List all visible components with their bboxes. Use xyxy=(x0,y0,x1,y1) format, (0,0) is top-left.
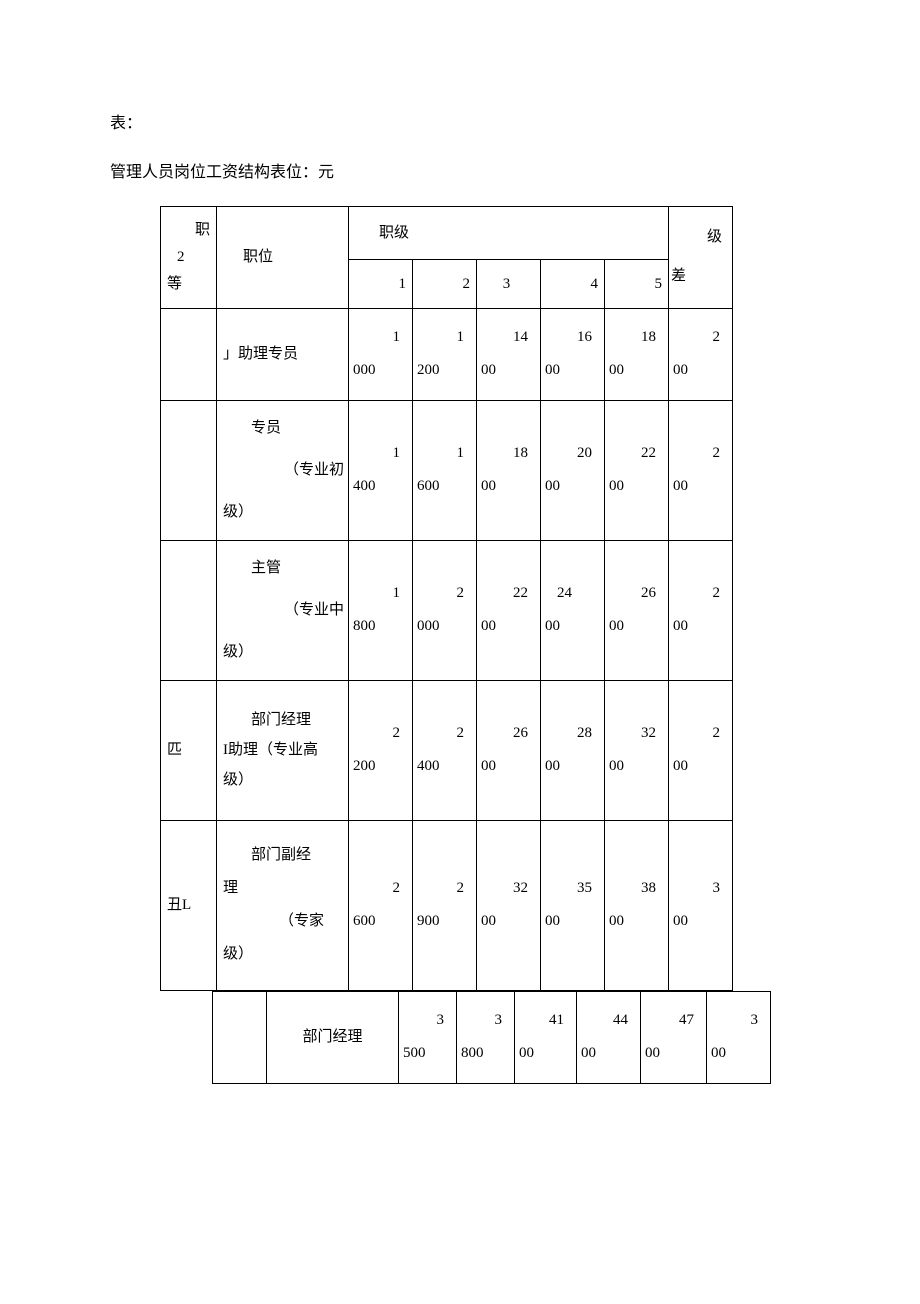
cell-value: 1400 xyxy=(349,400,413,540)
cell-diff: 200 xyxy=(669,680,733,820)
subtitle: 管理人员岗位工资结构表位：元 xyxy=(110,159,860,188)
cell-value: 2600 xyxy=(349,820,413,990)
header-sub-5: 5 xyxy=(605,259,669,308)
cell-diff: 300 xyxy=(707,991,771,1083)
table-row: 主管 （专业中 级） 1800 2000 2200 2400 2600 200 xyxy=(161,540,733,680)
cell-grade xyxy=(213,991,267,1083)
cell-value: 1800 xyxy=(605,308,669,400)
cell-value: 3500 xyxy=(399,991,457,1083)
cell-diff: 300 xyxy=(669,820,733,990)
header-grade-p1: 职 xyxy=(167,217,214,244)
cell-value: 1600 xyxy=(541,308,605,400)
cell-value: 2800 xyxy=(541,680,605,820)
table-row: 部门经理 3500 3800 4100 4400 4700 300 xyxy=(213,991,771,1083)
cell-value: 2600 xyxy=(477,680,541,820)
cell-value: 3200 xyxy=(477,820,541,990)
table-row: 」助理专员 1000 1200 1400 1600 1800 200 xyxy=(161,308,733,400)
header-sub-2: 2 xyxy=(413,259,477,308)
cell-value: 1200 xyxy=(413,308,477,400)
table-header-row: 职 2 等 职位 职级 级 差 xyxy=(161,206,733,259)
table-row: 丑L 部门副经 理 （专家 级） 2600 2900 3200 3500 380… xyxy=(161,820,733,990)
header-grade: 职 2 等 xyxy=(161,206,217,308)
cell-grade xyxy=(161,540,217,680)
cell-value: 3200 xyxy=(605,680,669,820)
cell-value: 2600 xyxy=(605,540,669,680)
header-rank-group: 职级 xyxy=(349,206,669,259)
cell-value: 1800 xyxy=(477,400,541,540)
cell-value: 3800 xyxy=(605,820,669,990)
header-grade-num: 2 xyxy=(167,244,214,271)
salary-structure-table-2: 部门经理 3500 3800 4100 4400 4700 300 xyxy=(212,991,771,1084)
cell-value: 3500 xyxy=(541,820,605,990)
cell-position: 专员 （专业初 级） xyxy=(217,400,349,540)
salary-structure-table: 职 2 等 职位 职级 级 差 1 2 3 4 5 」助理专员 1000 120 xyxy=(160,206,733,991)
cell-value: 2200 xyxy=(477,540,541,680)
cell-value: 4100 xyxy=(515,991,577,1083)
header-sub-4: 4 xyxy=(541,259,605,308)
intro-label: 表： xyxy=(110,110,860,139)
cell-value: 2000 xyxy=(541,400,605,540)
cell-value: 2200 xyxy=(349,680,413,820)
cell-diff: 200 xyxy=(669,308,733,400)
cell-diff: 200 xyxy=(669,540,733,680)
cell-position: 部门经理 xyxy=(267,991,399,1083)
header-position: 职位 xyxy=(217,206,349,308)
header-grade-p2: 等 xyxy=(167,271,214,298)
cell-value: 2400 xyxy=(413,680,477,820)
table-row: 匹 部门经理 I助理（专业高 级） 2200 2400 2600 2800 32… xyxy=(161,680,733,820)
cell-value: 3800 xyxy=(457,991,515,1083)
cell-value: 2200 xyxy=(605,400,669,540)
cell-value: 2900 xyxy=(413,820,477,990)
cell-position: 主管 （专业中 级） xyxy=(217,540,349,680)
cell-position: 部门经理 I助理（专业高 级） xyxy=(217,680,349,820)
cell-value: 2000 xyxy=(413,540,477,680)
cell-value: 2400 xyxy=(541,540,605,680)
cell-value: 1400 xyxy=(477,308,541,400)
header-sub-3: 3 xyxy=(477,259,541,308)
cell-value: 4700 xyxy=(641,991,707,1083)
cell-value: 1800 xyxy=(349,540,413,680)
cell-value: 1000 xyxy=(349,308,413,400)
cell-value: 1600 xyxy=(413,400,477,540)
cell-position: 部门副经 理 （专家 级） xyxy=(217,820,349,990)
table-row: 专员 （专业初 级） 1400 1600 1800 2000 2200 200 xyxy=(161,400,733,540)
cell-grade xyxy=(161,400,217,540)
cell-grade: 丑L xyxy=(161,820,217,990)
cell-grade: 匹 xyxy=(161,680,217,820)
header-diff: 级 差 xyxy=(669,206,733,308)
cell-value: 4400 xyxy=(577,991,641,1083)
cell-grade xyxy=(161,308,217,400)
cell-diff: 200 xyxy=(669,400,733,540)
cell-position: 」助理专员 xyxy=(217,308,349,400)
header-sub-1: 1 xyxy=(349,259,413,308)
